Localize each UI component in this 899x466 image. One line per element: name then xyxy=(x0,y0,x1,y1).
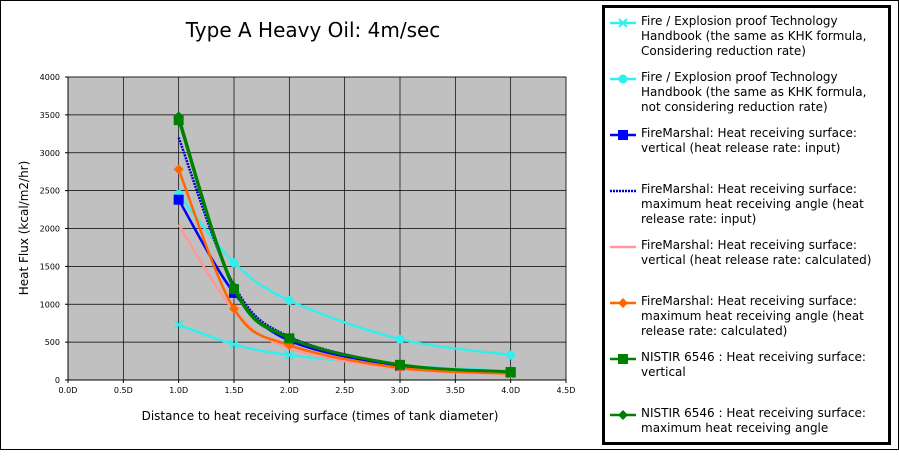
series-3-point xyxy=(173,194,184,205)
legend-swatch-marker xyxy=(618,354,628,364)
legend: Fire / Explosion proof Technology Handbo… xyxy=(602,5,891,445)
legend-swatch-marker xyxy=(618,298,628,308)
legend-swatch xyxy=(610,189,636,193)
legend-label: Fire / Explosion proof Technology Handbo… xyxy=(641,14,867,58)
series-2-point xyxy=(395,334,405,344)
series-8-point xyxy=(173,111,184,122)
x-tick-label: 2.5D xyxy=(335,386,354,395)
legend-swatch-marker xyxy=(618,18,628,28)
series-1-point xyxy=(284,350,295,360)
y-tick-label: 1500 xyxy=(40,262,60,271)
series-1-point xyxy=(229,339,239,350)
marker-stroke xyxy=(229,339,239,350)
y-tick-label: 0 xyxy=(55,376,60,385)
legend-swatch xyxy=(610,130,636,140)
legend-label: NISTIR 6546 : Heat receiving surface: ma… xyxy=(641,406,866,435)
legend-item-3: FireMarshal: Heat receiving surface: ver… xyxy=(605,126,888,186)
series-2-point xyxy=(506,350,516,360)
x-tick-label: 3.0D xyxy=(391,386,410,395)
legend-item-8: NISTIR 6546 : Heat receiving surface: ma… xyxy=(605,406,888,466)
series-8-point xyxy=(505,366,516,377)
y-tick-label: 3500 xyxy=(40,111,60,120)
chart-title: Type A Heavy Oil: 4m/sec xyxy=(185,18,441,42)
series-2-point xyxy=(284,295,294,305)
series-1-point xyxy=(173,319,184,330)
y-tick-label: 2500 xyxy=(40,187,60,196)
x-tick-label: 1.5D xyxy=(225,386,244,395)
x-tick-label: 0.5D xyxy=(114,386,133,395)
marker-stroke xyxy=(284,350,295,360)
legend-swatch xyxy=(610,298,636,308)
x-tick-label: 4.5D xyxy=(557,386,576,395)
marker-stroke xyxy=(618,18,628,28)
x-tick-label: 3.5D xyxy=(446,386,465,395)
legend-label: FireMarshal: Heat receiving surface: ver… xyxy=(641,126,857,155)
legend-swatch xyxy=(610,18,636,28)
series-8 xyxy=(173,111,516,377)
legend-swatch-marker xyxy=(618,130,628,140)
series-layer xyxy=(173,111,516,379)
series-6-point xyxy=(229,303,239,314)
legend-swatch xyxy=(610,354,636,364)
legend-item-4: FireMarshal: Heat receiving surface: max… xyxy=(605,182,888,242)
legend-item-1: Fire / Explosion proof Technology Handbo… xyxy=(605,14,888,74)
y-tick-label: 500 xyxy=(45,338,60,347)
marker-stroke xyxy=(173,319,184,330)
legend-label: FireMarshal: Heat receiving surface: max… xyxy=(641,294,864,338)
x-tick-label: 4.0D xyxy=(501,386,520,395)
legend-swatch-marker xyxy=(618,74,628,84)
legend-label: FireMarshal: Heat receiving surface: max… xyxy=(641,182,864,226)
series-8-point xyxy=(229,281,239,292)
legend-item-7: NISTIR 6546 : Heat receiving surface: ve… xyxy=(605,350,888,410)
legend-swatch xyxy=(610,410,636,420)
x-tick-label: 1.0D xyxy=(169,386,188,395)
legend-label: Fire / Explosion proof Technology Handbo… xyxy=(641,70,867,114)
series-2-point xyxy=(229,258,239,268)
series-6-point xyxy=(173,164,184,175)
x-tick-label: 2.0D xyxy=(280,386,299,395)
series-8-point xyxy=(395,359,405,370)
y-tick-label: 4000 xyxy=(40,73,60,82)
x-axis-label: Distance to heat receiving surface (time… xyxy=(142,409,499,423)
x-tick-label: 0.0D xyxy=(59,386,78,395)
legend-swatch xyxy=(610,245,636,249)
y-axis-label: Heat Flux (kcal/m2/hr) xyxy=(17,161,31,296)
legend-swatch xyxy=(610,74,636,84)
axes: 0.0D 0.5D 1.0D 1.5D 2.0D 2.5D 3.0D 3.5D 4.0D 4.5D… xyxy=(40,73,576,395)
y-tick-label: 1000 xyxy=(40,300,60,309)
legend-swatch-marker xyxy=(618,410,628,420)
legend-label: NISTIR 6546 : Heat receiving surface: ve… xyxy=(641,350,866,379)
series-8-point xyxy=(284,332,295,343)
y-tick-label: 3000 xyxy=(40,149,60,158)
legend-item-5: FireMarshal: Heat receiving surface: ver… xyxy=(605,238,888,298)
legend-item-2: Fire / Explosion proof Technology Handbo… xyxy=(605,70,888,130)
legend-item-6: FireMarshal: Heat receiving surface: max… xyxy=(605,294,888,354)
legend-label: FireMarshal: Heat receiving surface: ver… xyxy=(641,238,872,267)
chart-svg: Type A Heavy Oil: 4m/sec 0.0D 0.5D 1.0D 1.5… xyxy=(17,18,576,423)
y-tick-label: 2000 xyxy=(40,225,60,234)
